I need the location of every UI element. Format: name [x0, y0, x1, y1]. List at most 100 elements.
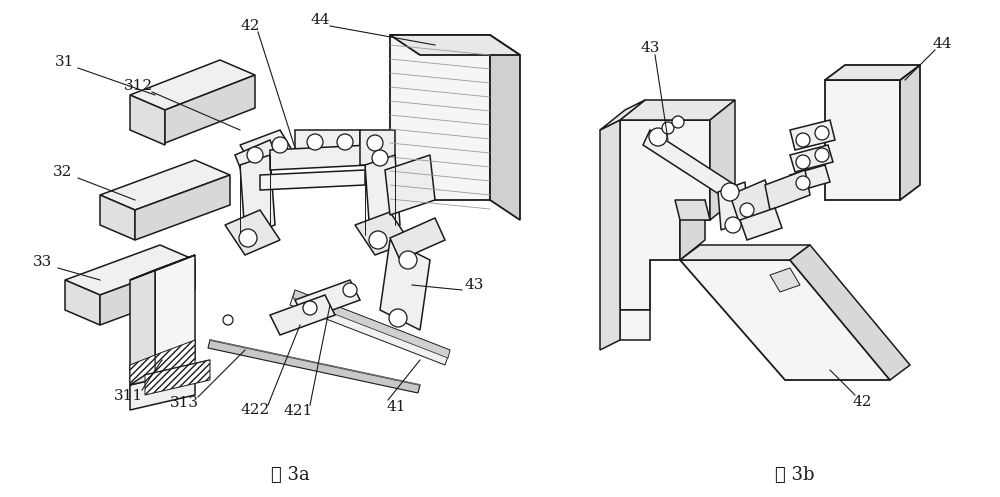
Circle shape [337, 134, 353, 150]
Text: 41: 41 [386, 400, 406, 414]
Circle shape [796, 155, 810, 169]
Polygon shape [260, 170, 365, 190]
Circle shape [399, 251, 417, 269]
Polygon shape [390, 218, 445, 260]
Circle shape [725, 217, 741, 233]
Polygon shape [130, 370, 195, 410]
Polygon shape [130, 255, 195, 280]
Polygon shape [130, 95, 165, 145]
Polygon shape [295, 130, 360, 155]
Polygon shape [240, 130, 295, 170]
Polygon shape [208, 340, 420, 393]
Text: 43: 43 [464, 278, 484, 292]
Polygon shape [730, 180, 775, 225]
Polygon shape [790, 165, 830, 192]
Polygon shape [710, 100, 735, 220]
Polygon shape [135, 175, 230, 240]
Polygon shape [130, 60, 255, 110]
Circle shape [721, 183, 739, 201]
Polygon shape [385, 155, 435, 215]
Text: 43: 43 [640, 41, 660, 55]
Polygon shape [240, 155, 275, 235]
Polygon shape [900, 65, 920, 200]
Circle shape [796, 133, 810, 147]
Polygon shape [680, 200, 705, 260]
Polygon shape [65, 245, 195, 295]
Polygon shape [680, 245, 810, 260]
Polygon shape [355, 212, 410, 255]
Polygon shape [490, 35, 520, 220]
Circle shape [796, 176, 810, 190]
Text: 44: 44 [310, 13, 330, 27]
Polygon shape [145, 360, 210, 395]
Circle shape [815, 148, 829, 162]
Polygon shape [130, 355, 155, 400]
Polygon shape [100, 195, 135, 240]
Circle shape [223, 315, 233, 325]
Polygon shape [290, 290, 450, 365]
Circle shape [372, 150, 388, 166]
Polygon shape [100, 260, 195, 325]
Text: 422: 422 [240, 403, 270, 417]
Polygon shape [365, 155, 400, 235]
Circle shape [307, 134, 323, 150]
Polygon shape [130, 360, 210, 385]
Circle shape [672, 116, 684, 128]
Text: 32: 32 [53, 165, 73, 179]
Text: 312: 312 [123, 79, 153, 93]
Polygon shape [360, 130, 395, 165]
Polygon shape [225, 210, 280, 255]
Circle shape [815, 126, 829, 140]
Polygon shape [718, 182, 748, 230]
Text: 42: 42 [240, 19, 260, 33]
Polygon shape [130, 270, 155, 385]
Polygon shape [620, 310, 650, 340]
Circle shape [367, 135, 383, 151]
Circle shape [247, 147, 263, 163]
Polygon shape [675, 200, 710, 220]
Circle shape [343, 283, 357, 297]
Text: 图 3b: 图 3b [775, 466, 815, 484]
Polygon shape [680, 260, 890, 380]
Circle shape [369, 231, 387, 249]
Polygon shape [790, 120, 835, 150]
Circle shape [649, 128, 667, 146]
Polygon shape [100, 160, 230, 210]
Polygon shape [643, 130, 735, 200]
Polygon shape [165, 75, 255, 143]
Circle shape [272, 137, 288, 153]
Polygon shape [380, 240, 430, 330]
Text: 313: 313 [170, 396, 198, 410]
Text: 311: 311 [113, 389, 143, 403]
Circle shape [239, 229, 257, 247]
Polygon shape [270, 145, 370, 170]
Text: 33: 33 [32, 255, 52, 269]
Polygon shape [600, 120, 620, 350]
Polygon shape [293, 290, 450, 358]
Polygon shape [825, 80, 900, 200]
Polygon shape [765, 170, 810, 210]
Polygon shape [770, 268, 800, 292]
Polygon shape [620, 120, 710, 310]
Circle shape [662, 122, 674, 134]
Polygon shape [155, 340, 195, 390]
Polygon shape [790, 245, 910, 380]
Polygon shape [790, 145, 833, 172]
Polygon shape [740, 208, 782, 240]
Polygon shape [600, 100, 645, 130]
Circle shape [389, 309, 407, 327]
Circle shape [303, 301, 317, 315]
Polygon shape [620, 100, 735, 120]
Polygon shape [270, 295, 335, 335]
Polygon shape [155, 255, 195, 375]
Circle shape [740, 203, 754, 217]
Polygon shape [825, 65, 920, 80]
Text: 44: 44 [932, 37, 952, 51]
Polygon shape [295, 280, 360, 320]
Text: 图 3a: 图 3a [271, 466, 309, 484]
Text: 42: 42 [852, 395, 872, 409]
Polygon shape [390, 35, 490, 200]
Polygon shape [390, 35, 520, 55]
Text: 421: 421 [283, 404, 313, 418]
Text: 31: 31 [55, 55, 75, 69]
